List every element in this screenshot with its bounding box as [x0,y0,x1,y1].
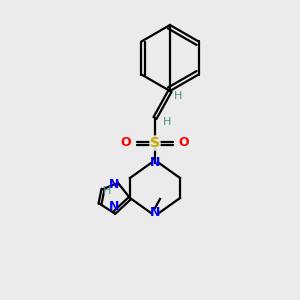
Text: O: O [121,136,131,149]
Text: N: N [109,200,119,212]
Text: O: O [179,136,189,149]
Text: N: N [150,206,160,220]
Text: S: S [150,136,160,150]
Text: H: H [174,91,182,101]
Text: N: N [109,178,119,191]
Text: H: H [103,186,111,196]
Text: N: N [150,157,160,169]
Text: H: H [163,117,171,127]
